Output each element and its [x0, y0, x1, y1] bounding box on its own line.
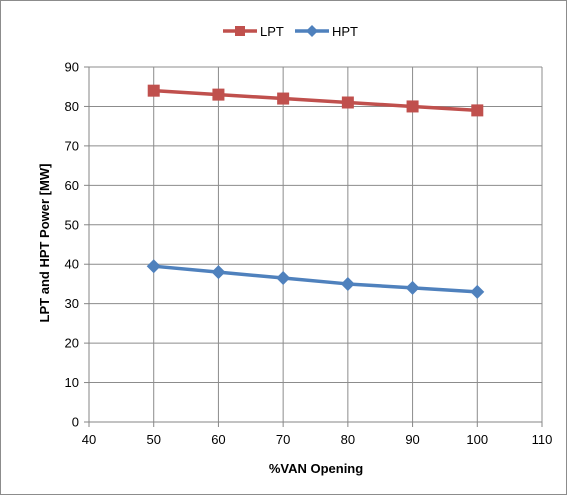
- y-tick-label: 80: [65, 99, 79, 114]
- x-tick-label: 70: [276, 432, 290, 447]
- x-tick-label: 80: [341, 432, 355, 447]
- hpt-point: [211, 265, 226, 280]
- x-tick-label: 60: [211, 432, 225, 447]
- hpt-line: [153, 264, 478, 294]
- hpt-point: [470, 284, 485, 299]
- lpt-point: [341, 96, 354, 109]
- legend: LPT HPT: [223, 24, 358, 39]
- x-tick-label: 40: [82, 432, 96, 447]
- tick-labels: 40 50 60 70 80 90 100 110 0 10 20 30 40 50 60 70 80 90: [65, 60, 553, 448]
- y-tick-label: 70: [65, 138, 79, 153]
- y-tick-label: 50: [65, 217, 79, 232]
- lpt-point: [212, 88, 225, 101]
- hpt-point: [405, 280, 420, 295]
- axes: [84, 66, 543, 427]
- y-tick-label: 10: [65, 375, 79, 390]
- hpt-series: [146, 259, 485, 299]
- y-tick-label: 30: [65, 296, 79, 311]
- legend-item-hpt: HPT: [295, 24, 358, 39]
- y-tick-label: 90: [65, 60, 79, 75]
- y-tick-label: 40: [65, 257, 79, 272]
- y-axis-title: LPT and HPT Power [MW]: [37, 164, 52, 323]
- lpt-line: [153, 88, 478, 113]
- x-tick-label: 110: [532, 432, 553, 447]
- legend-item-lpt: LPT: [223, 24, 284, 39]
- lpt-point: [277, 92, 290, 105]
- y-tick-label: 60: [65, 178, 79, 193]
- x-tick-label: 50: [146, 432, 160, 447]
- legend-label-lpt: LPT: [260, 24, 284, 39]
- gridlines: [89, 66, 543, 422]
- y-tick-label: 0: [72, 415, 79, 430]
- lpt-point: [471, 104, 484, 117]
- x-tick-label: 100: [466, 432, 488, 447]
- hpt-point: [340, 276, 355, 291]
- legend-marker-lpt: [235, 26, 245, 36]
- series: [146, 84, 485, 299]
- y-tick-label: 20: [65, 336, 79, 351]
- legend-marker-hpt: [306, 25, 318, 37]
- lpt-point: [147, 84, 160, 97]
- x-axis-title: %VAN Opening: [269, 461, 363, 476]
- x-tick-label: 90: [405, 432, 419, 447]
- hpt-point: [146, 259, 161, 274]
- hpt-point: [276, 271, 291, 286]
- lpt-series: [147, 84, 484, 117]
- legend-label-hpt: HPT: [332, 24, 358, 39]
- lpt-point: [406, 100, 419, 113]
